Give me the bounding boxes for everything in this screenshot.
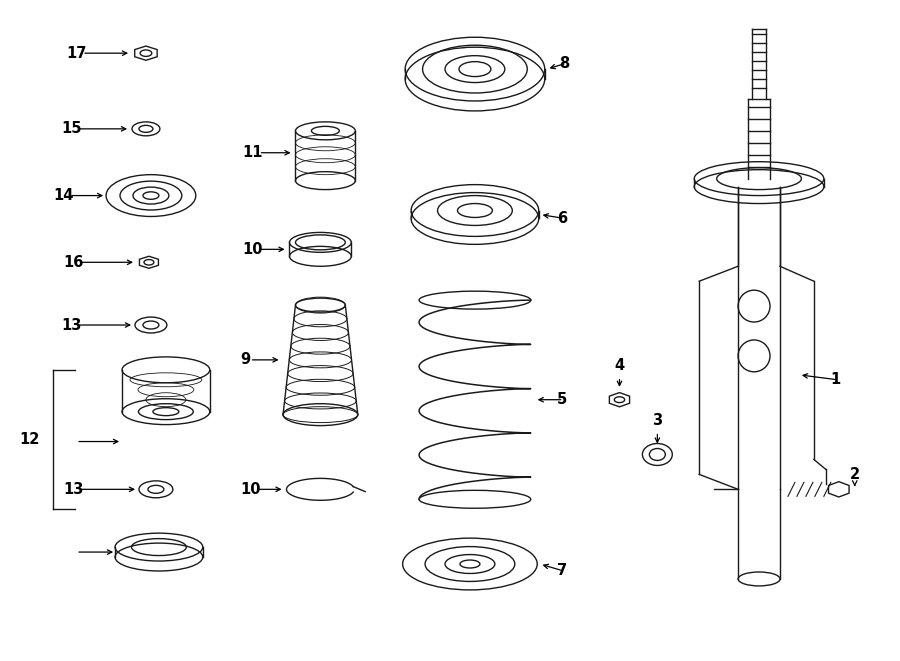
Text: 4: 4 [615, 358, 625, 373]
Text: 14: 14 [53, 188, 74, 203]
Text: 11: 11 [243, 145, 263, 160]
Text: 2: 2 [850, 467, 859, 482]
Text: 10: 10 [240, 482, 261, 497]
Text: 3: 3 [652, 412, 662, 428]
Text: 9: 9 [240, 352, 251, 368]
Text: 15: 15 [61, 122, 82, 136]
Text: 5: 5 [556, 392, 567, 407]
Text: 12: 12 [19, 432, 40, 447]
Text: 17: 17 [67, 46, 86, 61]
Text: 1: 1 [831, 372, 841, 387]
Text: 10: 10 [243, 242, 263, 257]
Text: 6: 6 [557, 211, 568, 226]
Text: 13: 13 [63, 482, 84, 497]
Text: 7: 7 [556, 563, 567, 578]
Text: 8: 8 [560, 56, 570, 71]
Text: 13: 13 [61, 317, 82, 332]
Text: 16: 16 [63, 254, 84, 270]
